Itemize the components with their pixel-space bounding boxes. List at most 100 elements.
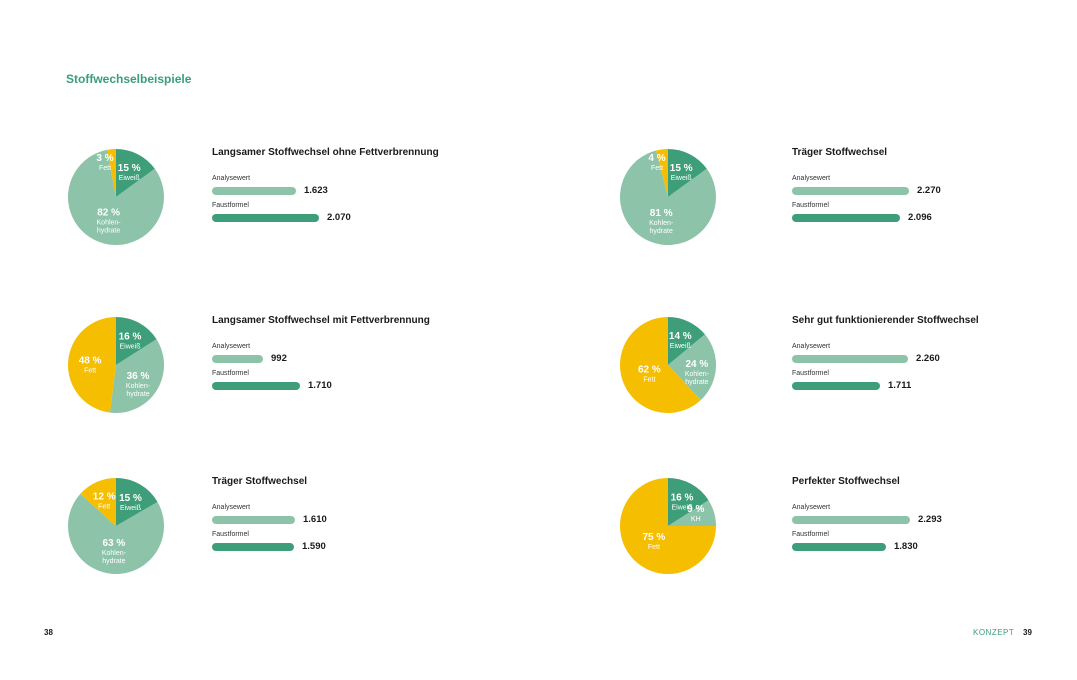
faustformel-value: 1.590 (302, 541, 326, 552)
slice-name-label: Fett (99, 165, 111, 172)
faustformel-label: Faustformel (212, 370, 249, 377)
chart-block: 16 % Eiweiß 36 % Kohlen-hydrate 48 % Fett Lang… (66, 315, 486, 425)
analysewert-label: Analysewert (792, 504, 831, 511)
pie-slice-carbs (619, 150, 716, 246)
analysewert-label: Analysewert (792, 343, 831, 350)
analysewert-bar (792, 355, 908, 363)
chart-block: 14 % Eiweiß 24 % Kohlen-hydrate 62 % Fett Sehr… (618, 315, 1038, 425)
slice-name-label: Fett (98, 504, 110, 511)
slice-name-label: KH (691, 516, 701, 523)
chart-block: 15 % Eiweiß 81 % Kohlen-hydrate 4 % Fett Träge… (618, 147, 1038, 257)
chart-block: 15 % Eiweiß 82 % Kohlen-hydrate 3 % Fett Langs… (66, 147, 486, 257)
faustformel-value: 1.830 (894, 541, 918, 552)
faustformel-bar (792, 214, 900, 222)
slice-name-label: Kohlen- (102, 550, 127, 557)
pie-slice-carbs (109, 339, 165, 413)
slice-name-label: hydrate (97, 228, 120, 235)
pie-slice-fat (620, 317, 701, 413)
pie-slice-protein (116, 317, 157, 365)
slice-name-label: Kohlen- (649, 220, 674, 227)
slice-name-label: Eiweiß (671, 175, 692, 182)
slice-percent-label: 75 % (643, 532, 666, 543)
page-heading: Stoffwechselbeispiele (66, 72, 192, 86)
faustformel-label: Faustformel (792, 370, 829, 377)
analysewert-value: 992 (271, 353, 287, 364)
pie-slice-protein (116, 149, 155, 197)
faustformel-value: 2.096 (908, 212, 932, 223)
slice-name-label: Eiweiß (120, 505, 141, 512)
slice-name-label: Fett (651, 165, 663, 172)
faustformel-bar (212, 382, 300, 390)
slice-percent-label: 9 % (687, 504, 704, 515)
page-number-left: 38 (44, 628, 53, 637)
pie-slice-fat (80, 478, 116, 526)
slice-name-label: Eiweiß (119, 344, 140, 351)
analysewert-label: Analysewert (212, 175, 251, 182)
chart-info: Träger Stoffwechsel Analysewert 1.610 Faust… (212, 476, 482, 576)
faustformel-label: Faustformel (212, 202, 249, 209)
slice-percent-label: 3 % (96, 153, 113, 164)
slice-name-label: hydrate (102, 558, 125, 565)
pie-chart: 14 %Eiweiß 24 %Kohlen-hydrate 62 %Fett (620, 317, 716, 413)
faustformel-value: 2.070 (327, 212, 351, 223)
chart-info: Sehr gut funktionierender Stoffwechsel An… (792, 315, 1062, 415)
slice-percent-label: 62 % (638, 364, 661, 375)
analysewert-label: Analysewert (212, 504, 251, 511)
pie-slice-carbs (668, 334, 716, 400)
slice-name-label: Eiweiß (671, 505, 692, 512)
analysewert-bar (212, 187, 296, 195)
faustformel-value: 1.711 (888, 380, 912, 391)
pie-slice-carbs (68, 493, 165, 574)
analysewert-value: 2.293 (918, 514, 942, 525)
slice-percent-label: 15 % (118, 163, 141, 174)
chart-title: Perfekter Stoffwechsel (792, 476, 900, 487)
faustformel-label: Faustformel (792, 531, 829, 538)
slice-name-label: Kohlen- (685, 371, 710, 378)
chart-block: 15 % Eiweiß 63 % Kohlen-hydrate 12 % Fett Träg… (66, 476, 486, 586)
slice-name-label: hydrate (650, 228, 673, 235)
slice-name-label: Fett (648, 544, 660, 551)
analysewert-label: Analysewert (792, 175, 831, 182)
pie-chart: 16 %Eiweiß 36 %Kohlen-hydrate 48 %Fett (68, 317, 165, 413)
chart-block: 16 % Eiweiß 9 % KH 75 % Fett Perfekter Stoffwe… (618, 476, 1038, 586)
slice-percent-label: 16 % (119, 332, 142, 343)
slice-percent-label: 48 % (79, 355, 102, 366)
pie-slice-fat (107, 149, 116, 197)
faustformel-bar (212, 214, 319, 222)
slice-name-label: Kohlen- (97, 220, 122, 227)
faustformel-label: Faustformel (212, 531, 249, 538)
analysewert-bar (212, 516, 295, 524)
pie-chart: 15 %Eiweiß 63 %Kohlen-hydrate 12 %Fett (68, 478, 165, 574)
pie-slice-fat (68, 317, 116, 413)
slice-name-label: Eiweiß (119, 175, 140, 182)
chart-info: Träger Stoffwechsel Analysewert 2.270 Faust… (792, 147, 1062, 247)
chart-title: Träger Stoffwechsel (792, 147, 888, 158)
pie-slice-fat (656, 149, 668, 197)
pie-slice-protein (668, 149, 707, 197)
pie-slice-carbs (67, 149, 164, 246)
chart-title: Langsamer Stoffwechsel ohne Fettverbrenn… (212, 147, 439, 158)
chart-info: Langsamer Stoffwechsel mit Fettverbrennu… (212, 315, 482, 415)
faustformel-bar (212, 543, 294, 551)
slice-percent-label: 36 % (127, 371, 150, 382)
slice-name-label: Eiweiß (670, 343, 691, 350)
slice-percent-label: 63 % (103, 538, 126, 549)
pie-chart: 15 %Eiweiß 82 %Kohlen-hydrate 3 %Fett (67, 149, 164, 246)
pie-slice-carbs (668, 500, 716, 526)
slice-percent-label: 14 % (669, 331, 692, 342)
pie-slice-protein (668, 317, 705, 365)
chart-info: Langsamer Stoffwechsel ohne Fettverbrenn… (212, 147, 482, 247)
faustformel-value: 1.710 (308, 380, 332, 391)
slice-percent-label: 15 % (119, 493, 142, 504)
slice-percent-label: 82 % (97, 208, 120, 219)
slice-percent-label: 81 % (650, 208, 673, 219)
slice-percent-label: 12 % (93, 492, 116, 503)
pie-slice-fat (620, 478, 716, 574)
analysewert-bar (792, 187, 909, 195)
slice-name-label: Fett (643, 376, 655, 383)
chart-title: Träger Stoffwechsel (212, 476, 308, 487)
slice-percent-label: 15 % (670, 163, 693, 174)
pie-slice-protein (668, 478, 709, 526)
analysewert-bar (792, 516, 910, 524)
